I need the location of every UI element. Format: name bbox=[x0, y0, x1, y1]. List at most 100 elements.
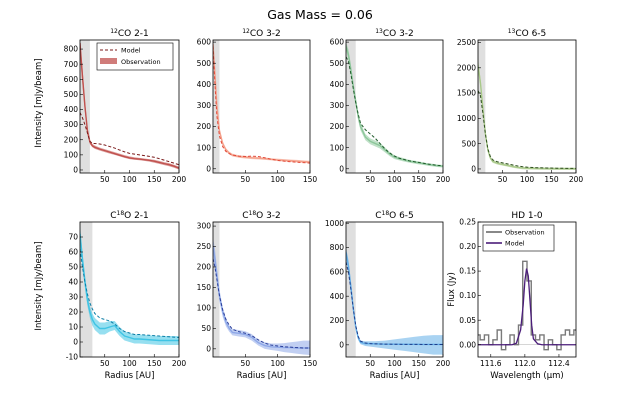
subplot-title: 12CO 3-2 bbox=[242, 28, 281, 39]
y-tick-label: 600 bbox=[330, 38, 345, 47]
subplot-p8: 111.6 112.0 112.4 0.00 0.05 0.10 0.15 0.20 0.25 H… bbox=[447, 211, 577, 381]
x-tick-label: 50 bbox=[365, 359, 375, 368]
x-tick-label: 200 bbox=[436, 175, 451, 184]
x-tick-label: 111.6 bbox=[480, 359, 502, 368]
x-tick-label: 100 bbox=[122, 359, 137, 368]
y-tick-label: 500 bbox=[197, 59, 212, 68]
figure-title: Gas Mass = 0.06 bbox=[267, 7, 373, 22]
y-tick-label: 700 bbox=[64, 60, 79, 69]
x-tick-label: 100 bbox=[122, 175, 137, 184]
observation-line bbox=[478, 65, 576, 170]
legend: Observation Model bbox=[482, 224, 555, 252]
plot-area bbox=[346, 40, 443, 173]
y-tick-label: 2500 bbox=[457, 38, 476, 47]
model-line bbox=[478, 268, 576, 346]
x-tick-label: 100 bbox=[387, 359, 402, 368]
y-tick-label: 0 bbox=[73, 338, 78, 347]
x-tick-label: 100 bbox=[271, 175, 286, 184]
plot-area bbox=[478, 260, 576, 351]
model-line bbox=[478, 90, 576, 169]
model-line bbox=[346, 56, 443, 167]
y-tick-label: 600 bbox=[330, 267, 345, 276]
axes-frame bbox=[212, 221, 311, 358]
x-axis-label: Radius [AU] bbox=[237, 371, 287, 381]
y-tick-label: 250 bbox=[197, 242, 212, 251]
axes-frame bbox=[477, 221, 577, 358]
y-tick-label: 200 bbox=[197, 122, 212, 131]
title-element: C bbox=[110, 211, 116, 221]
axes-frame bbox=[212, 39, 311, 174]
y-tick-label: 0 bbox=[339, 164, 344, 173]
x-axis-label: Radius [AU] bbox=[105, 371, 155, 381]
y-tick-label: 0 bbox=[206, 164, 211, 173]
title-isotope-superscript: 13 bbox=[508, 28, 516, 35]
y-tick-label: 2000 bbox=[457, 63, 476, 72]
y-tick-label: 0.25 bbox=[459, 218, 476, 227]
subplot-title: C18O 6-5 bbox=[375, 210, 414, 221]
x-tick-label: 50 bbox=[241, 175, 251, 184]
plot-area bbox=[346, 222, 443, 357]
plot-area bbox=[213, 222, 310, 357]
title-isotope-superscript: 18 bbox=[117, 210, 125, 217]
plot-area bbox=[80, 40, 179, 173]
y-tick-label: 500 bbox=[462, 139, 477, 148]
observation-line bbox=[346, 252, 443, 346]
observation-line bbox=[80, 233, 179, 342]
y-tick-label: 0 bbox=[206, 344, 211, 353]
observation-band bbox=[346, 247, 443, 355]
y-tick-label: 0 bbox=[471, 165, 476, 174]
x-tick-label: 100 bbox=[520, 175, 535, 184]
x-tick-label: 150 bbox=[147, 175, 162, 184]
y-tick-label: 200 bbox=[330, 122, 345, 131]
y-tick-label: 300 bbox=[197, 222, 212, 231]
x-tick-label: 112.4 bbox=[548, 359, 570, 368]
title-transition: O 3-2 bbox=[256, 211, 281, 221]
observation-line bbox=[213, 44, 310, 163]
legend: Model Observation bbox=[96, 42, 174, 71]
subplot-p6: 50 100 150 0 50 100 150 200 250 300 C18O 3-2 Radius… bbox=[197, 210, 318, 381]
model-line bbox=[213, 258, 310, 349]
title-element: C bbox=[242, 211, 248, 221]
y-tick-label: 0.20 bbox=[459, 242, 476, 251]
title-transition: CO 3-2 bbox=[250, 29, 281, 39]
x-axis-label: Wavelength (μm) bbox=[490, 371, 563, 381]
y-tick-label: 100 bbox=[197, 143, 212, 152]
y-tick-label: -10 bbox=[66, 353, 78, 362]
y-tick-label: 1000 bbox=[457, 114, 476, 123]
ylabel-top-row: Intensity [mJy/beam] bbox=[34, 58, 44, 147]
observation-band bbox=[213, 40, 310, 164]
x-tick-label: 200 bbox=[172, 359, 187, 368]
x-tick-label: 100 bbox=[387, 175, 402, 184]
title-transition: CO 2-1 bbox=[118, 29, 149, 39]
subplot-p2: 50 100 150 0 100 200 300 400 500 600 12CO 3-2 bbox=[197, 28, 318, 184]
y-tick-label: 400 bbox=[197, 80, 212, 89]
observation-line bbox=[346, 46, 443, 167]
observation-band bbox=[80, 225, 179, 345]
subplot-title: C18O 3-2 bbox=[242, 210, 281, 221]
y-tick-label: 200 bbox=[330, 316, 345, 325]
y-tick-label: 100 bbox=[330, 143, 345, 152]
y-tick-label: 0 bbox=[73, 166, 78, 175]
subplot-p7: 50 100 150 200 0 200 400 600 800 1000 C18O 6-5 Radi… bbox=[325, 210, 450, 381]
title-isotope-superscript: 12 bbox=[110, 28, 118, 35]
x-tick-label: 150 bbox=[303, 359, 318, 368]
x-tick-label: 150 bbox=[147, 359, 162, 368]
beam-shade-region bbox=[346, 40, 356, 173]
x-tick-label: 50 bbox=[241, 359, 251, 368]
subplot-p1: 50 100 150 200 0 100 200 300 400 500 600 700 800 12CO… bbox=[64, 28, 187, 184]
y-tick-label: 0.10 bbox=[459, 291, 476, 300]
observation-line bbox=[213, 246, 310, 349]
model-line bbox=[346, 262, 443, 345]
y-tick-label: 400 bbox=[64, 105, 79, 114]
y-tick-label: 300 bbox=[64, 120, 79, 129]
observation-band bbox=[478, 57, 576, 170]
subplot-title: 12CO 2-1 bbox=[110, 28, 149, 39]
x-tick-label: 150 bbox=[412, 175, 427, 184]
model-line bbox=[80, 248, 179, 338]
y-tick-label: 200 bbox=[197, 263, 212, 272]
observation-band bbox=[346, 42, 443, 168]
x-axis-label: Radius [AU] bbox=[370, 371, 420, 381]
plot-area bbox=[478, 40, 576, 173]
x-tick-label: 150 bbox=[303, 175, 318, 184]
